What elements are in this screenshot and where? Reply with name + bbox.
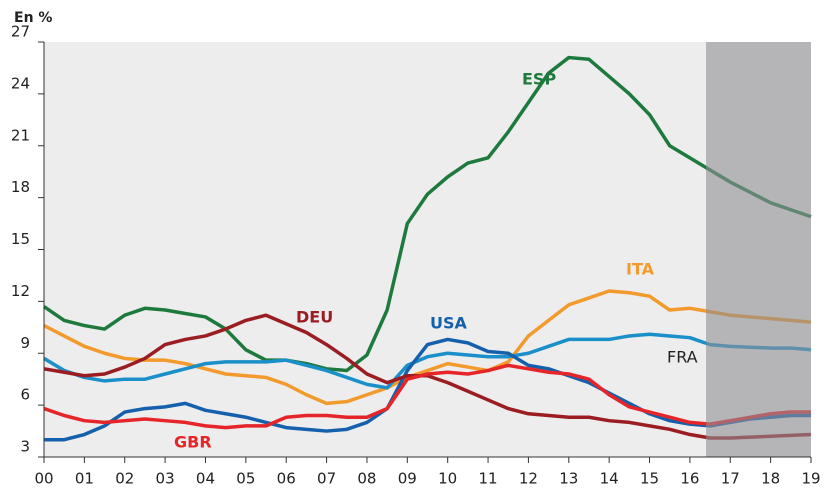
x-tick-label: 10 — [438, 470, 457, 488]
x-tick-label: 07 — [317, 470, 336, 488]
series-label: ESP — [522, 70, 556, 89]
plot-area — [44, 42, 811, 457]
x-tick-label: 08 — [357, 470, 376, 488]
y-tick-label: 3 — [20, 438, 30, 456]
x-tick-label: 12 — [519, 470, 538, 488]
x-tick-label: 09 — [398, 470, 417, 488]
series-label: USA — [430, 314, 468, 333]
line-series — [43, 332, 812, 390]
series-label: FRA — [667, 348, 698, 367]
y-axis-label: En % — [14, 10, 52, 26]
x-tick-label: 04 — [196, 470, 215, 488]
y-tick-label: 21 — [11, 126, 30, 144]
y-tick-label: 24 — [11, 74, 30, 92]
x-tick-label: 03 — [156, 470, 175, 488]
y-tick-label: 27 — [11, 23, 30, 41]
line-series — [43, 363, 811, 430]
y-tick-label: 15 — [11, 230, 30, 248]
y-tick-label: 12 — [11, 282, 30, 300]
forecast-shade — [706, 42, 811, 457]
x-tick-label: 11 — [479, 470, 498, 488]
x-tick-label: 15 — [640, 470, 659, 488]
x-tick-label: 06 — [277, 470, 296, 488]
y-tick-label: 18 — [11, 178, 30, 196]
plot — [43, 55, 812, 442]
series-label: ITA — [626, 260, 655, 279]
series-label: GBR — [174, 433, 212, 452]
x-tick-label: 17 — [721, 470, 740, 488]
x-tick-label: 02 — [115, 470, 134, 488]
line-series — [44, 337, 811, 442]
series-label: DEU — [296, 308, 333, 327]
x-tick-label: 05 — [236, 470, 255, 488]
y-tick-label: 9 — [20, 334, 30, 352]
x-tick-label: 13 — [559, 470, 578, 488]
line-series — [43, 55, 812, 373]
x-tick-label: 01 — [75, 470, 94, 488]
x-tick-label: 18 — [761, 470, 780, 488]
y-tick-label: 6 — [20, 386, 30, 404]
x-tick-label: 14 — [600, 470, 619, 488]
line-series — [43, 289, 812, 406]
x-tick-label: 16 — [680, 470, 699, 488]
x-tick-label: 19 — [801, 470, 820, 488]
x-tick-label: 00 — [34, 470, 53, 488]
